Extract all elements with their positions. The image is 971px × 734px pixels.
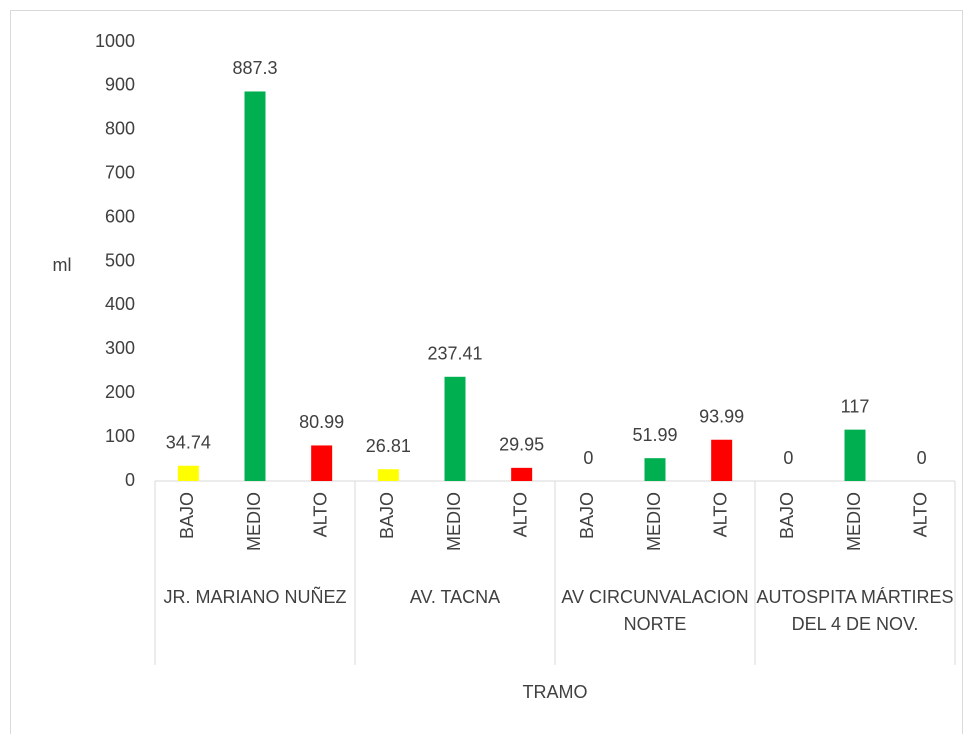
data-label: 93.99 — [699, 406, 744, 426]
group-label: AV CIRCUNVALACION NORTE — [561, 587, 749, 634]
data-label: 0 — [583, 448, 593, 468]
y-tick-label: 400 — [105, 294, 135, 314]
data-label: 0 — [783, 448, 793, 468]
group-label: JR. MARIANO NUÑEZ — [163, 587, 347, 607]
x-tick-label: MEDIO — [644, 492, 664, 551]
y-tick-label: 1000 — [95, 31, 135, 51]
bar — [511, 467, 533, 481]
group-label: AV. TACNA — [409, 587, 501, 607]
x-tick-label: ALTO — [310, 492, 330, 537]
y-axis-title: ml — [53, 255, 72, 275]
group-label-box: JR. MARIANO NUÑEZ — [163, 587, 347, 607]
group-label-box: AUTOSPITA MÁRTIRES DEL 4 DE NOV. — [756, 587, 954, 634]
x-tick-label: BAJO — [377, 492, 397, 539]
x-tick-label: BAJO — [777, 492, 797, 539]
x-tick-label: ALTO — [710, 492, 730, 537]
bar — [311, 445, 333, 481]
y-tick-label: 300 — [105, 338, 135, 358]
y-tick-label: 0 — [125, 470, 135, 490]
data-label: 34.74 — [166, 432, 211, 452]
bar — [177, 465, 199, 481]
x-tick-label: MEDIO — [844, 492, 864, 551]
data-label: 887.3 — [232, 58, 277, 78]
data-label: 117 — [841, 396, 870, 416]
y-tick-label: 900 — [105, 75, 135, 95]
bar — [844, 429, 866, 481]
data-label: 80.99 — [299, 412, 344, 432]
chart-border — [10, 10, 963, 734]
x-tick-label: ALTO — [910, 492, 930, 537]
data-label: 26.81 — [366, 436, 411, 456]
x-tick-label: ALTO — [510, 492, 530, 537]
group-label-box: AV CIRCUNVALACION NORTE — [561, 587, 749, 634]
y-tick-label: 800 — [105, 119, 135, 139]
bar — [377, 469, 399, 481]
x-axis-title: TRAMO — [523, 682, 588, 702]
y-tick-label: 600 — [105, 206, 135, 226]
x-tick-label: MEDIO — [444, 492, 464, 551]
data-label: 51.99 — [632, 425, 677, 445]
x-tick-label: BAJO — [577, 492, 597, 539]
y-tick-label: 700 — [105, 162, 135, 182]
bar — [444, 376, 466, 481]
bar — [644, 458, 666, 481]
x-tick-label: BAJO — [177, 492, 197, 539]
y-tick-label: 200 — [105, 382, 135, 402]
data-label: 0 — [917, 448, 927, 468]
data-label: 29.95 — [499, 435, 544, 455]
y-tick-label: 100 — [105, 426, 135, 446]
bar — [711, 439, 733, 481]
data-label: 237.41 — [427, 344, 482, 364]
y-tick-label: 500 — [105, 250, 135, 270]
group-label: AUTOSPITA MÁRTIRES DEL 4 DE NOV. — [756, 587, 954, 634]
x-tick-label: MEDIO — [244, 492, 264, 551]
group-label-box: AV. TACNA — [409, 587, 501, 607]
bar — [244, 91, 266, 481]
